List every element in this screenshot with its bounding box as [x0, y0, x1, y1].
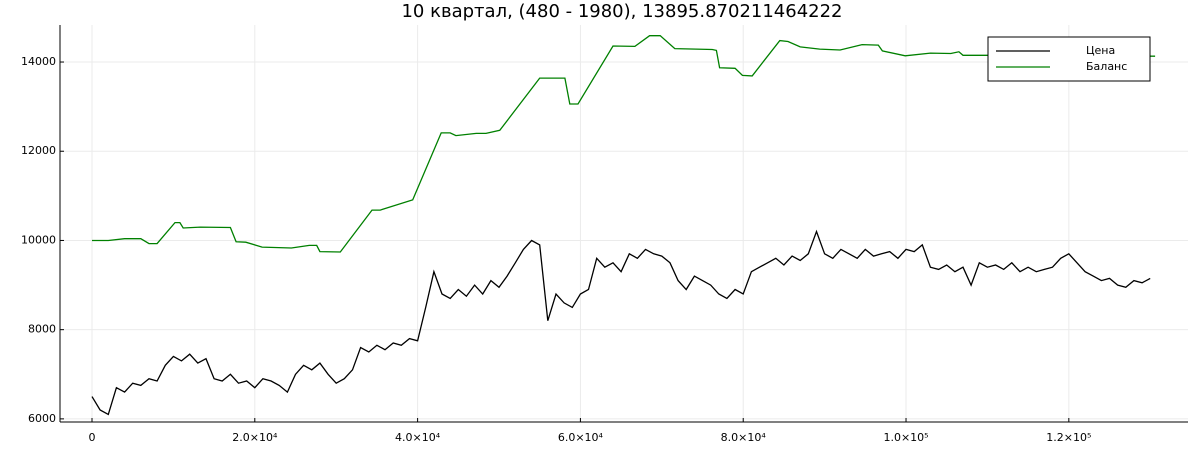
x-tick-label: 6.0×10⁴	[558, 431, 604, 444]
series-line	[92, 35, 1156, 253]
y-tick-label: 10000	[21, 233, 56, 246]
legend-label: Цена	[1086, 44, 1115, 57]
legend-box	[987, 36, 1151, 82]
y-tick-label: 14000	[21, 55, 56, 68]
x-tick-label: 1.0×10⁵	[883, 431, 928, 444]
x-tick-label: 2.0×10⁴	[232, 431, 278, 444]
legend-label: Баланс	[1086, 60, 1127, 73]
chart-title: 10 квартал, (480 - 1980), 13895.87021146…	[401, 1, 842, 22]
x-tick-label: 4.0×10⁴	[395, 431, 441, 444]
series-line	[91, 229, 1151, 416]
y-tick-label: 6000	[28, 412, 56, 425]
x-tick-label: 1.2×10⁵	[1046, 431, 1091, 444]
x-tick-label: 8.0×10⁴	[721, 431, 767, 444]
y-tick-label: 8000	[28, 323, 56, 336]
y-tick-label: 12000	[21, 144, 56, 157]
x-tick-label: 0	[88, 431, 95, 444]
